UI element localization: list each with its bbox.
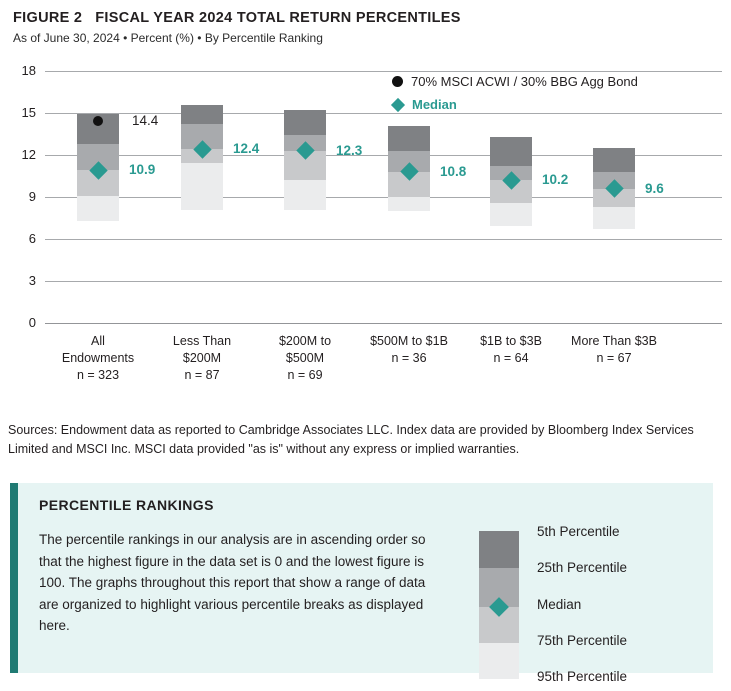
y-axis-tick-6: 6 — [28, 231, 36, 246]
bar-1-segment-75th-95th — [181, 163, 223, 210]
sources-note: Sources: Endowment data as reported to C… — [8, 423, 694, 456]
gridline-y-6 — [45, 239, 722, 240]
x-axis-label-line: $500M to $1B — [370, 334, 448, 348]
x-axis-label-2: $200M to $500M n = 69 — [247, 333, 363, 384]
x-axis-label-line: n = 64 — [493, 351, 529, 365]
bar-5-segment-5th-25th — [593, 148, 635, 172]
gridline-y-18 — [45, 71, 722, 72]
figure-title: FIGURE 2 FISCAL YEAR 2024 TOTAL RETURN P… — [13, 10, 461, 26]
median-value-label: 12.4 — [233, 141, 260, 157]
panel-title: PERCENTILE RANKINGS — [39, 497, 214, 513]
x-axis-label-line: Less Than — [172, 334, 232, 348]
y-axis-tick-18: 18 — [21, 63, 36, 78]
chart-legend: 70% MSCI ACWI / 30% BBG Agg Bond Median — [390, 70, 638, 116]
bar-3-segment-5th-25th — [388, 125, 430, 151]
bar-5-segment-75th-95th — [593, 206, 635, 230]
benchmark-value-label: 14.4 — [132, 113, 159, 129]
x-axis-label-4: $1B to $3B n = 64 — [453, 333, 569, 367]
panel-inner: The percentile rankings in our analysis … — [39, 524, 693, 691]
median-diamond-icon — [390, 97, 406, 112]
median-value-label: 10.2 — [542, 172, 569, 188]
x-axis-label-5: More Than $3B n = 67 — [556, 333, 672, 367]
x-axis-label-line: Endowments — [61, 351, 135, 365]
chart-legend-label: Median — [412, 97, 457, 112]
gridline-y-9 — [45, 197, 722, 198]
x-axis-label-line: $500M — [285, 351, 325, 365]
median-value-label: 10.9 — [129, 162, 156, 178]
x-axis-label-line: n = 67 — [596, 351, 632, 365]
percentile-legend-labels: 5th Percentile 25th Percentile Median 75… — [537, 524, 627, 684]
x-axis-label-1: Less Than $200M n = 87 — [144, 333, 260, 384]
gridline-y-12 — [45, 155, 722, 156]
legend-label-75th: 75th Percentile — [537, 632, 628, 648]
bar-2-segment-75th-95th — [284, 180, 326, 210]
y-axis-tick-12: 12 — [21, 147, 36, 162]
x-axis-label-line: More Than $3B — [571, 334, 657, 348]
sample-segment-75th-95th — [479, 643, 519, 679]
panel-body-text: The percentile rankings in our analysis … — [39, 532, 426, 633]
y-axis-tick-9: 9 — [28, 189, 36, 204]
bar-3-segment-75th-95th — [388, 197, 430, 211]
x-axis-label-line: $200M — [182, 351, 222, 365]
sample-segment-5th-25th — [479, 531, 519, 568]
gridline-y-0 — [45, 323, 722, 324]
bar-4-segment-5th-25th — [490, 136, 532, 167]
figure-header: FIGURE 2 FISCAL YEAR 2024 TOTAL RETURN P… — [0, 0, 731, 45]
x-axis-label-0: All Endowments n = 323 — [40, 333, 156, 384]
x-axis-label-line: All — [91, 334, 105, 348]
bar-3-segment-25th-median — [388, 150, 430, 172]
y-axis-tick-15: 15 — [21, 105, 36, 120]
legend-label-25th: 25th Percentile — [537, 560, 628, 576]
y-axis-tick-3: 3 — [28, 273, 36, 288]
x-axis-label-line: n = 323 — [76, 368, 120, 382]
gridline-y-3 — [45, 281, 722, 282]
median-value-label: 10.8 — [440, 163, 467, 179]
bar-0-segment-75th-95th — [77, 195, 119, 221]
x-axis-label-line: $200M to — [278, 334, 332, 348]
legend-label-95th: 95th Percentile — [537, 669, 628, 684]
bar-4-segment-75th-95th — [490, 202, 532, 227]
legend-label-median: Median — [537, 596, 582, 612]
x-axis-label-line: $1B to $3B — [480, 334, 542, 348]
gridline-y-15 — [45, 113, 722, 114]
benchmark-dot-icon — [392, 76, 403, 87]
bar-1-segment-5th-25th — [181, 104, 223, 125]
bar-4-segment-median-75th — [490, 180, 532, 203]
bar-2-segment-5th-25th — [284, 110, 326, 136]
x-axis-label-3: $500M to $1B n = 36 — [351, 333, 467, 367]
median-value-label: 9.6 — [645, 180, 664, 196]
median-value-label: 12.3 — [336, 142, 363, 158]
percentile-legend: 5th Percentile 25th Percentile Median 75… — [479, 524, 627, 691]
legend-label-5th: 5th Percentile — [537, 524, 620, 539]
percentile-sample-bar — [479, 531, 519, 679]
chart-legend-row: Median — [390, 93, 638, 116]
chart-legend-label: 70% MSCI ACWI / 30% BBG Agg Bond — [411, 74, 638, 89]
figure-subtitle: As of June 30, 2024 • Percent (%) • By P… — [13, 31, 323, 45]
y-axis-tick-0: 0 — [28, 315, 36, 330]
chart-legend-row: 70% MSCI ACWI / 30% BBG Agg Bond — [392, 70, 638, 93]
percentile-bar-chart: 18 15 12 9 6 3 0 10.9 14.4 All Endowments n = 323 12… — [0, 57, 731, 413]
x-axis-label-line: n = 36 — [391, 351, 427, 365]
x-axis-label-line: n = 87 — [184, 368, 220, 382]
percentile-rankings-panel: PERCENTILE RANKINGS The percentile ranki… — [10, 483, 713, 684]
x-axis-label-line: n = 69 — [287, 368, 323, 382]
benchmark-dot-icon — [93, 116, 103, 127]
